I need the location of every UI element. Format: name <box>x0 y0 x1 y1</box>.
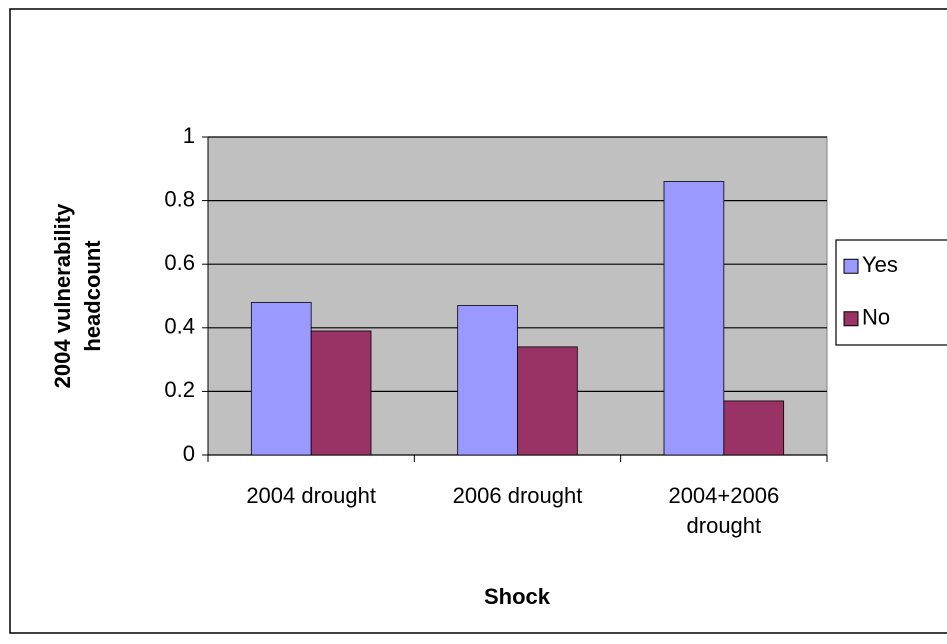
bar <box>250 301 312 456</box>
legend-label: Yes <box>862 252 898 277</box>
legend-swatch <box>843 258 859 274</box>
x-tick-label: 2004 drought <box>246 483 376 508</box>
y-tick-label: 0.8 <box>164 186 195 211</box>
y-tick-label: 0.2 <box>164 377 195 402</box>
y-tick-label: 0.4 <box>164 314 195 339</box>
y-tick-label: 1 <box>183 123 195 148</box>
x-tick-label: 2006 drought <box>452 483 583 508</box>
legend-label: No <box>862 305 890 330</box>
x-axis-title: Shock <box>483 584 551 609</box>
x-tick-label: 2004+2006 drought <box>668 483 780 538</box>
legend-box <box>835 239 947 346</box>
bar <box>663 181 725 456</box>
y-tick-label: 0.6 <box>164 250 195 275</box>
bar <box>517 346 578 456</box>
bar <box>723 400 785 456</box>
y-axis-title: 2004 vulnerability headcount <box>50 203 105 389</box>
bar <box>457 305 518 456</box>
y-tick-label: 0 <box>183 441 195 466</box>
bar <box>310 330 372 456</box>
legend-swatch <box>843 311 859 327</box>
